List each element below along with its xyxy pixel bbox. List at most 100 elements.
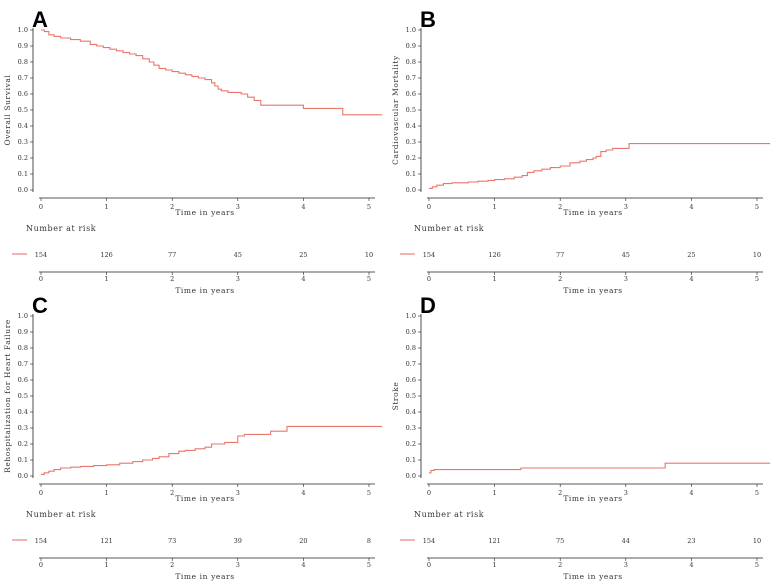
risk-x-axis-label: Time in years <box>563 286 622 295</box>
x-axis-label: Time in years <box>175 208 234 217</box>
x-tick-label: 1 <box>105 489 109 497</box>
y-axis-label: Overall Survival <box>3 75 12 146</box>
risk-count: 121 <box>100 537 112 545</box>
risk-x-tick-label: 3 <box>236 561 240 569</box>
y-tick-label: 0.7 <box>406 74 416 82</box>
risk-count: 154 <box>423 537 435 545</box>
risk-count: 126 <box>100 251 112 259</box>
panel-C: C 0.0 0.1 0.2 0.3 0.4 0.5 0.6 0.7 0.8 0.9 1.0 0 1 2 3 4 5… <box>3 293 383 581</box>
y-tick-label: 0.8 <box>406 58 416 66</box>
y-tick-label: 0.0 <box>406 472 416 480</box>
risk-count: 44 <box>622 537 630 545</box>
y-tick-label: 0.2 <box>406 154 416 162</box>
y-tick-label: 0.4 <box>18 408 28 416</box>
y-tick-label: 0.3 <box>18 138 28 146</box>
x-tick-label: 4 <box>301 203 305 211</box>
risk-x-tick-label: 4 <box>301 561 305 569</box>
risk-count: 8 <box>367 537 371 545</box>
x-tick-label: 2 <box>558 203 562 211</box>
risk-x-tick-label: 0 <box>427 275 431 283</box>
x-axis-label: Time in years <box>175 494 234 503</box>
y-tick-label: 0.7 <box>18 360 28 368</box>
x-tick-label: 1 <box>493 203 497 211</box>
risk-x-tick-label: 0 <box>39 275 43 283</box>
y-tick-label: 0.1 <box>18 456 28 464</box>
risk-x-tick-label: 2 <box>558 275 562 283</box>
risk-table-title: Number at risk <box>26 224 96 233</box>
y-tick-label: 0.6 <box>18 376 28 384</box>
risk-x-tick-label: 4 <box>689 275 693 283</box>
y-tick-label: 0.8 <box>406 344 416 352</box>
y-tick-label: 1.0 <box>18 312 28 320</box>
x-tick-label: 2 <box>170 203 174 211</box>
risk-count: 77 <box>556 251 564 259</box>
risk-x-tick-label: 4 <box>301 275 305 283</box>
x-tick-label: 4 <box>301 489 305 497</box>
risk-count: 45 <box>234 251 242 259</box>
risk-count: 77 <box>168 251 176 259</box>
y-tick-label: 0.9 <box>406 42 416 50</box>
y-tick-label: 1.0 <box>18 26 28 34</box>
y-tick-label: 0.4 <box>406 122 416 130</box>
risk-count: 45 <box>622 251 630 259</box>
y-tick-label: 0.4 <box>406 408 416 416</box>
x-tick-label: 2 <box>558 489 562 497</box>
risk-x-tick-label: 5 <box>755 561 759 569</box>
y-tick-label: 0.3 <box>18 424 28 432</box>
risk-x-tick-label: 5 <box>367 275 371 283</box>
risk-count: 39 <box>234 537 242 545</box>
y-tick-label: 0.8 <box>18 344 28 352</box>
y-tick-label: 0.1 <box>18 170 28 178</box>
risk-x-tick-label: 0 <box>427 561 431 569</box>
panel-letter: B <box>420 7 436 32</box>
x-tick-label: 3 <box>236 203 240 211</box>
risk-count: 20 <box>299 537 307 545</box>
panel-D: D0.00.10.20.30.40.50.60.70.80.91.00 1 2 3 4 5… <box>391 293 771 581</box>
y-tick-label: 0.6 <box>406 376 416 384</box>
y-tick-label: 0.3 <box>406 138 416 146</box>
x-tick-label: 5 <box>367 203 371 211</box>
risk-x-axis-label: Time in years <box>175 572 234 581</box>
risk-x-tick-label: 1 <box>493 561 497 569</box>
y-tick-label: 0.5 <box>406 106 416 114</box>
y-tick-label: 0.2 <box>18 440 28 448</box>
x-tick-label: 3 <box>236 489 240 497</box>
risk-x-tick-label: 5 <box>367 561 371 569</box>
x-tick-label: 3 <box>624 203 628 211</box>
y-tick-label: 1.0 <box>406 312 416 320</box>
y-tick-label: 0.3 <box>406 424 416 432</box>
y-tick-label: 0.7 <box>406 360 416 368</box>
risk-count: 75 <box>556 537 564 545</box>
x-axis-label: Time in years <box>563 494 622 503</box>
y-tick-label: 0.5 <box>18 392 28 400</box>
risk-x-tick-label: 2 <box>558 561 562 569</box>
y-tick-label: 0.0 <box>18 186 28 194</box>
y-tick-label: 0.4 <box>18 122 28 130</box>
y-tick-label: 0.0 <box>406 186 416 194</box>
risk-count: 73 <box>168 537 176 545</box>
x-tick-label: 4 <box>689 203 693 211</box>
risk-count: 10 <box>753 251 761 259</box>
risk-x-tick-label: 2 <box>170 561 174 569</box>
y-tick-label: 1.0 <box>406 26 416 34</box>
y-tick-label: 0.5 <box>18 106 28 114</box>
risk-count: 154 <box>35 251 47 259</box>
risk-count: 25 <box>299 251 307 259</box>
risk-x-tick-label: 0 <box>39 561 43 569</box>
panel-B: B0.00.10.20.30.40.50.60.70.80.91.00 1 2 3 4 5… <box>391 7 771 295</box>
y-axis-label: Stroke <box>391 382 400 411</box>
y-tick-label: 0.2 <box>18 154 28 162</box>
risk-count: 25 <box>687 251 695 259</box>
y-axis-label: Rehospitalization for Heart Failure <box>3 319 12 473</box>
x-tick-label: 4 <box>689 489 693 497</box>
panel-letter: D <box>420 293 436 318</box>
km-curve <box>41 425 383 475</box>
x-tick-label: 0 <box>427 203 431 211</box>
y-tick-label: 0.2 <box>406 440 416 448</box>
x-tick-label: 3 <box>624 489 628 497</box>
risk-table-title: Number at risk <box>26 510 96 519</box>
x-tick-label: 5 <box>755 203 759 211</box>
x-tick-label: 1 <box>105 203 109 211</box>
risk-count: 10 <box>365 251 373 259</box>
